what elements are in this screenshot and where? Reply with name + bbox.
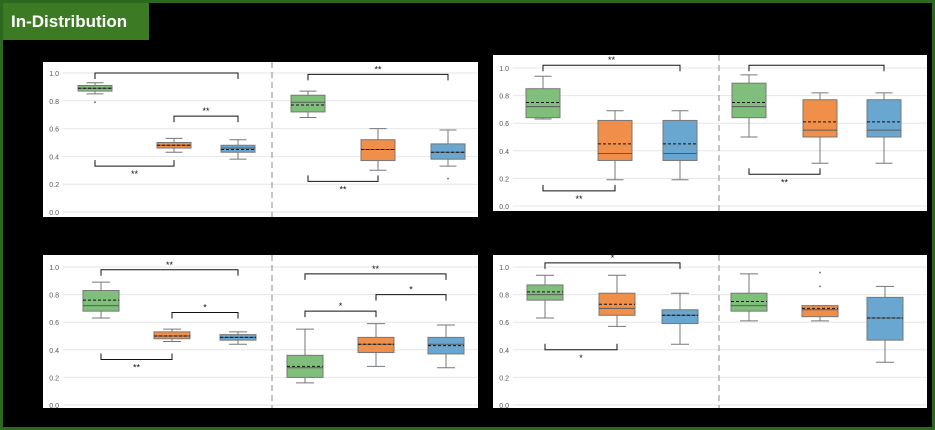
significance-label: ** <box>575 194 583 204</box>
box-orange <box>357 336 395 354</box>
y-tick-label: 0.6 <box>49 320 59 327</box>
box-blue <box>220 144 256 153</box>
chart-svg: 0.00.20.40.60.81.0 ********* <box>49 255 478 408</box>
box-blue <box>430 143 466 160</box>
y-tick-label: 0.8 <box>499 94 509 101</box>
y-tick-label: 0.4 <box>499 149 509 156</box>
box-orange <box>802 99 838 138</box>
significance-label: ** <box>608 55 616 65</box>
significance-label: ** <box>131 169 139 179</box>
significance-label: * <box>409 285 413 295</box>
chart-svg: 0.0 0.2 0.4 0.6 0.8 1.0 ** ** ** ** <box>49 62 478 217</box>
significance-bracket <box>100 353 173 360</box>
significance-bracket <box>375 294 447 301</box>
outlier-point <box>447 177 449 180</box>
y-tick-label: 0.6 <box>499 121 509 128</box>
significance-bracket <box>307 73 449 81</box>
significance-label: * <box>203 303 207 313</box>
box-green <box>730 292 768 312</box>
box-green <box>526 284 564 301</box>
box-blue <box>866 296 904 341</box>
significance-bracket <box>748 168 821 175</box>
box-orange <box>153 331 191 340</box>
y-tick-label: 1.0 <box>499 66 509 73</box>
box-green <box>290 94 326 113</box>
y-tick-label: 1.0 <box>49 265 59 272</box>
chart-svg: 0.0 0.2 0.4 0.6 0.8 1.0 * * <box>499 255 927 408</box>
significance-bracket <box>304 310 377 318</box>
significance-bracket <box>542 64 681 72</box>
significance-label: ** <box>374 64 382 74</box>
box-green <box>525 88 561 119</box>
significance-label: ** <box>133 362 141 372</box>
chart-panel-top-left: 0.0 0.2 0.4 0.6 0.8 1.0 ** ** ** ** <box>43 62 478 217</box>
box-green <box>82 289 120 312</box>
significance-label: * <box>611 255 615 263</box>
y-tick-label: 0.0 <box>49 403 59 408</box>
significance-bracket <box>94 160 175 167</box>
y-tick-label: 0.8 <box>49 293 59 300</box>
chart-panel-bottom-right: 0.0 0.2 0.4 0.6 0.8 1.0 * * <box>493 255 927 408</box>
chart-panel-bottom-left: 0.0 0.2 0.4 0.6 0.8 1.0 ** * ** ** * * <box>43 255 478 408</box>
significance-bracket <box>94 72 239 79</box>
y-tick-label: 0.2 <box>499 375 509 382</box>
y-tick-label: 0.0 <box>499 204 509 211</box>
significance-bracket <box>171 312 239 319</box>
chart-panel-top-right: 0.0 0.2 0.4 0.6 0.8 1.0 ** ** ** <box>493 55 927 211</box>
section-tag: In-Distribution <box>3 3 149 40</box>
significance-bracket <box>544 262 681 269</box>
y-tick-label: 0.2 <box>49 182 59 189</box>
box-orange <box>360 139 396 162</box>
y-tick-label: 0.6 <box>49 127 59 134</box>
significance-label: ** <box>166 260 174 270</box>
significance-bracket <box>748 64 885 72</box>
significance-bracket <box>173 115 239 123</box>
box-blue <box>866 99 902 138</box>
outlier-point <box>819 271 821 274</box>
significance-bracket <box>100 269 239 276</box>
outlier-point <box>819 285 821 288</box>
significance-label: ** <box>202 106 210 116</box>
y-tick-label: 1.0 <box>499 265 509 272</box>
y-tick-label: 0.8 <box>499 293 509 300</box>
y-tick-label: 0.0 <box>49 210 59 217</box>
y-tick-label: 0.6 <box>499 320 509 327</box>
box-orange <box>801 305 839 318</box>
box-blue <box>661 309 699 325</box>
y-tick-label: 1.0 <box>49 71 59 78</box>
y-tick-label: 0.2 <box>499 176 509 183</box>
significance-label: ** <box>781 177 789 187</box>
significance-bracket <box>304 273 447 280</box>
y-tick-label: 0.4 <box>499 348 509 355</box>
significance-bracket <box>307 175 379 182</box>
significance-label: * <box>579 353 583 363</box>
box-green <box>731 82 767 119</box>
y-tick-label: 0.4 <box>49 154 59 161</box>
y-tick-label: 0.0 <box>499 403 509 408</box>
y-tick-label: 0.2 <box>49 375 59 382</box>
significance-bracket <box>544 343 618 351</box>
outlier-point <box>94 101 96 104</box>
chart-svg: 0.0 0.2 0.4 0.6 0.8 1.0 ** ** ** <box>499 55 927 211</box>
significance-label: ** <box>372 264 380 274</box>
y-tick-label: 0.8 <box>49 99 59 106</box>
significance-label: ** <box>339 184 347 194</box>
significance-bracket <box>542 184 616 192</box>
significance-label: * <box>339 301 343 311</box>
box-orange <box>597 119 633 161</box>
box-blue <box>662 119 698 161</box>
y-tick-label: 0.4 <box>49 348 59 355</box>
